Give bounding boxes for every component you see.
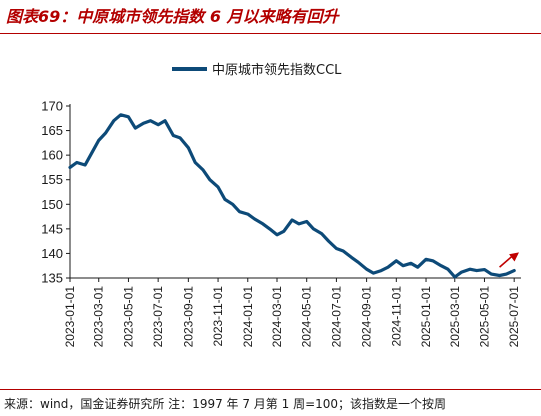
y-tick-label: 135 [41,271,63,286]
x-tick-label: 2024-01-01 [241,286,255,348]
x-tick-label: 2023-01-01 [63,286,77,348]
x-tick-label: 2024-05-01 [300,286,314,348]
axes: 135 140 145 150 155 160 165 170 2023-01-01 2023-0… [41,99,521,348]
trend-arrow-head [509,252,519,262]
x-tick-label: 2023-07-01 [151,286,165,348]
y-tick-label: 160 [41,148,63,163]
x-tick-label: 2025-01-01 [419,286,433,348]
x-tick-label: 2025-05-01 [477,286,491,348]
x-tick-label: 2024-03-01 [270,286,284,348]
x-tick-label: 2024-11-01 [389,286,403,347]
bottom-rule [0,389,541,390]
y-tick-label: 150 [41,197,63,212]
source-note: 来源：wind，国金证券研究所 注：1997 年 7 月第 1 周=100；该指… [4,397,447,411]
x-tick-label: 2023-09-01 [181,286,195,348]
x-tick-label: 2025-03-01 [448,286,462,348]
y-tick-label: 170 [41,99,63,114]
legend: 中原城市领先指数CCL [172,62,342,78]
x-tick-label: 2025-07-01 [507,286,521,348]
top-rule [0,33,541,34]
x-tick-label: 2023-03-01 [92,286,106,348]
y-tick-label: 165 [41,123,63,138]
trend-arrow-shaft [499,254,514,268]
x-tick-label: 2023-11-01 [211,286,225,347]
legend-label: 中原城市领先指数CCL [212,62,342,78]
series-line [68,113,516,279]
y-tick-label: 155 [41,172,63,187]
x-tick-label: 2024-07-01 [329,286,343,348]
figure-title: 图表69：中原城市领先指数 6 月以来略有回升 [6,7,339,26]
y-tick-label: 145 [41,221,63,236]
x-tick-label: 2024-09-01 [360,286,374,348]
x-tick-label: 2023-05-01 [121,286,135,348]
line-chart: 中原城市领先指数CCL 135 140 145 150 155 160 165 170 2023… [41,62,521,348]
plot-area [68,113,519,279]
y-tick-label: 140 [41,246,63,261]
